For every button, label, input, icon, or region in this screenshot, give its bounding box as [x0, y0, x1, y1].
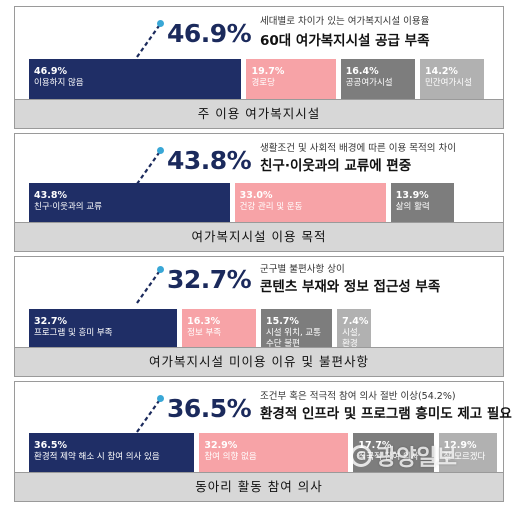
chart-panel-1: 46.9% 세대별로 차이가 있는 여가복지시설 이용율 60대 여가복지시설 공급… — [14, 6, 504, 129]
chart-panel-4: 36.5% 조건부 혹은 적극적 참여 의사 절반 이상(54.2%) 환경적 인프… — [14, 381, 512, 502]
subtitle: 생활조건 및 사회적 배경에 따른 이용 목적의 차이 — [260, 143, 456, 154]
panel-caption: 주 이용 여가복지시설 — [15, 99, 503, 128]
pointer-dot — [157, 395, 164, 402]
watermark-logo-icon: G — [350, 445, 372, 467]
watermark-text: 광양일보 — [376, 446, 457, 471]
headline: 친구·이웃과의 교류에 편중 — [260, 158, 412, 174]
bar-value-label: 32.7% — [34, 316, 67, 327]
bar-value-label: 43.8% — [34, 190, 67, 201]
bar-value-label: 36.5% — [34, 440, 67, 451]
bar-category-label: 삶의 활력 — [395, 202, 430, 212]
bar-category-label: 정보 부족 — [187, 328, 222, 338]
subtitle: 군구별 불편사항 상이 — [260, 264, 345, 275]
bar-category-label: 참여 의향 없음 — [204, 452, 257, 462]
stacked-bar: 43.8% 친구·이웃과의 교류 33.0% 건강 관리 및 운동 13.9% 삶의 활력 — [29, 183, 497, 227]
watermark: G 광양일보 — [350, 440, 457, 472]
headline: 60대 여가복지시설 공급 부족 — [260, 33, 430, 49]
bar-value-label: 15.7% — [265, 316, 299, 327]
panel-caption: 여가복지시설 미이용 이유 및 불편사항 — [15, 347, 503, 376]
bar-value-label: 16.4% — [345, 66, 379, 77]
bar-value-label: 7.4% — [342, 316, 369, 327]
highlight-value: 36.5% — [167, 394, 252, 423]
bar-value-label: 16.3% — [187, 316, 221, 327]
bar-segment: 13.9% 삶의 활력 — [390, 183, 455, 227]
bar-value-label: 33.0% — [239, 190, 273, 201]
pointer-dash-line — [136, 268, 162, 304]
bar-segment: 16.4% 공공여가시설 — [340, 59, 415, 103]
bar-segment: 15.7% 시설 위치, 교통수단 불편 — [260, 309, 333, 353]
bar-segment: 12.9% 잘 모르겠다 — [438, 433, 497, 477]
pointer-dot — [157, 147, 164, 154]
bar-category-label: 이용하지 않음 — [34, 78, 84, 88]
bar-category-label: 적극적 참여 의사 — [358, 452, 419, 462]
bar-category-label: 시설 위치, 교통수단 불편 — [265, 328, 321, 349]
bar-category-label: 환경적 제약 해소 시 참여 의사 있음 — [34, 452, 160, 462]
bar-category-label: 공공여가시설 — [345, 78, 393, 88]
headline: 환경적 인프라 및 프로그램 흥미도 제고 필요 — [260, 406, 512, 422]
headline: 콘텐츠 부재와 정보 접근성 부족 — [260, 279, 441, 295]
bar-segment: 33.0% 건강 관리 및 운동 — [234, 183, 386, 227]
bar-segment: 32.9% 참여 의향 없음 — [199, 433, 349, 477]
pointer-dash-line — [136, 22, 162, 58]
subtitle: 조건부 혹은 적극적 참여 의사 절반 이상(54.2%) — [260, 391, 456, 402]
bar-value-label: 13.9% — [395, 190, 429, 201]
highlight-value: 46.9% — [167, 19, 252, 48]
pointer-dash-line — [136, 397, 162, 433]
subtitle: 세대별로 차이가 있는 여가복지시설 이용율 — [260, 16, 430, 27]
chart-panel-3: 32.7% 군구별 불편사항 상이 콘텐츠 부재와 정보 접근성 부족 32.7% 프로… — [14, 256, 504, 377]
panel-caption: 동아리 활동 참여 의사 — [15, 472, 503, 501]
bar-segment: 32.7% 프로그램 및 흥미 부족 — [29, 309, 178, 353]
bar-value-label: 12.9% — [443, 440, 477, 451]
bar-value-label: 19.7% — [251, 66, 285, 77]
panel-caption: 여가복지시설 이용 목적 — [15, 222, 503, 251]
bar-value-label: 32.9% — [204, 440, 238, 451]
highlight-value: 43.8% — [167, 146, 252, 175]
bar-category-label: 친구·이웃과의 교류 — [34, 202, 102, 212]
highlight-value: 32.7% — [167, 265, 252, 294]
bar-segment: 16.3% 정보 부족 — [182, 309, 256, 353]
bar-segment: 36.5% 환경적 제약 해소 시 참여 의사 있음 — [29, 433, 195, 477]
bar-category-label: 프로그램 및 흥미 부족 — [34, 328, 113, 338]
pointer-dot — [157, 266, 164, 273]
bar-segment: 19.7% 경로당 — [246, 59, 336, 103]
bar-category-label: 경로당 — [251, 78, 275, 88]
bar-value-label: 14.2% — [424, 66, 458, 77]
pointer-dash-line — [136, 149, 162, 185]
bar-segment: 14.2% 민간여가시설 — [419, 59, 485, 103]
bar-category-label: 민간여가시설 — [424, 78, 472, 88]
bar-category-label: 건강 관리 및 운동 — [239, 202, 303, 212]
pointer-dot — [157, 20, 164, 27]
bar-segment: 43.8% 친구·이웃과의 교류 — [29, 183, 230, 227]
stacked-bar: 46.9% 이용하지 않음 19.7% 경로당 16.4% 공공여가시설 14.2% 민간여가… — [29, 59, 497, 103]
bar-segment: 46.9% 이용하지 않음 — [29, 59, 242, 103]
stacked-bar: 32.7% 프로그램 및 흥미 부족 16.3% 정보 부족 15.7% 시설 위치, 교… — [29, 309, 497, 353]
bar-value-label: 46.9% — [34, 66, 67, 77]
bar-segment: 7.4%시설, 환경 열악 — [337, 309, 371, 353]
bar-category-label: 잘 모르겠다 — [443, 452, 486, 462]
bar-value-label: 17.7% — [358, 440, 392, 451]
